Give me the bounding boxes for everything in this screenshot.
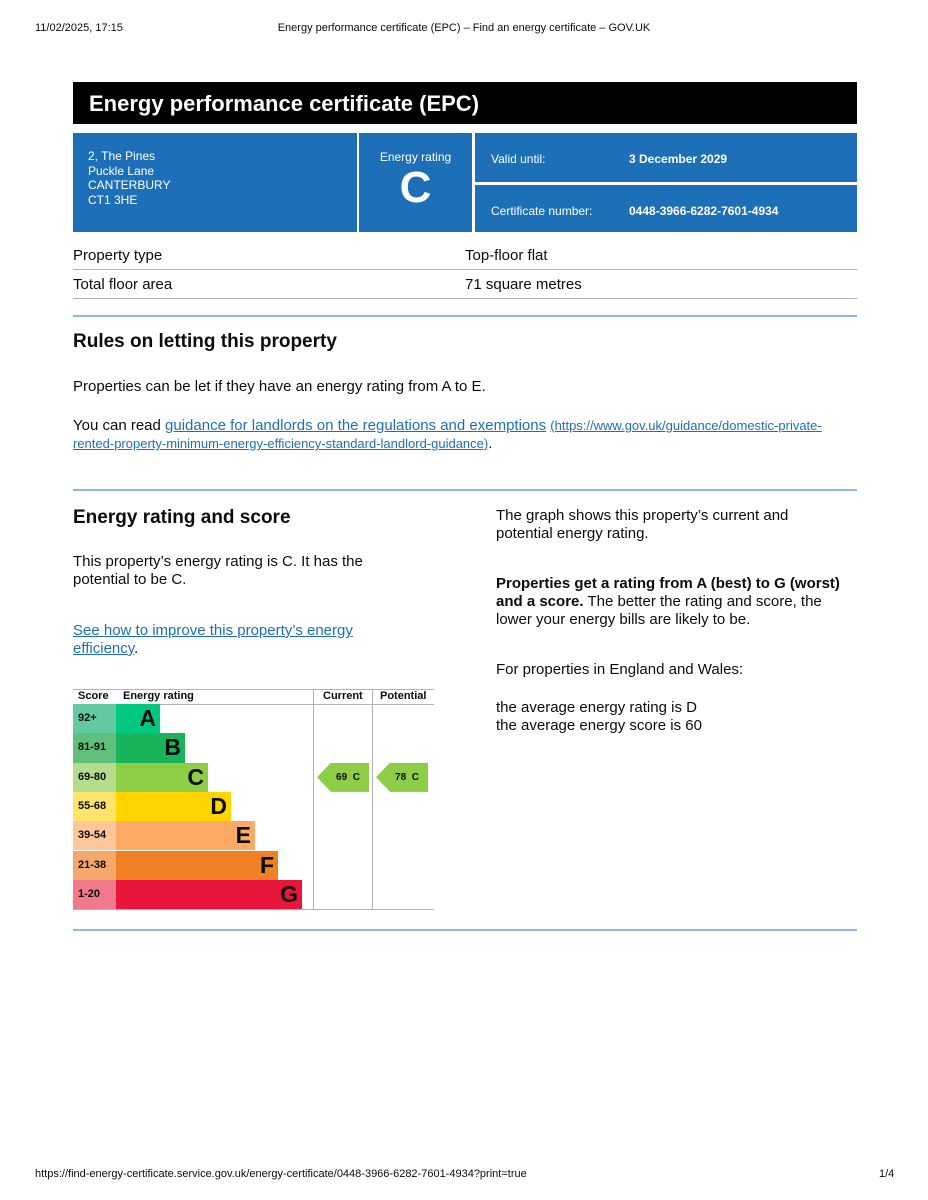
rating-bar-D bbox=[116, 791, 231, 822]
average-rating: the average energy rating is D bbox=[496, 699, 697, 716]
certificate-number: Certificate number: 0448-3966-6282-7601-… bbox=[475, 185, 857, 232]
chart-border bbox=[73, 909, 434, 910]
rating-heading: Energy rating and score bbox=[73, 507, 291, 528]
divider bbox=[73, 489, 857, 491]
energy-rating-box: Energy rating C bbox=[359, 133, 472, 232]
score-label: 39-54 bbox=[78, 829, 107, 842]
average-score: the average energy score is 60 bbox=[496, 717, 702, 734]
chart-border bbox=[73, 704, 434, 705]
improve-paragraph: See how to improve this property’s energ… bbox=[73, 622, 393, 658]
rating-bar-A bbox=[116, 704, 160, 734]
improve-link[interactable]: See how to improve this property’s energ… bbox=[73, 622, 353, 657]
chart-header: Score bbox=[78, 690, 109, 702]
letting-text: Properties can be let if they have an en… bbox=[73, 378, 486, 395]
guidance-url[interactable]: (https://www.gov.uk/guidance/domestic-pr… bbox=[73, 418, 822, 451]
rating-letter: E bbox=[235, 822, 251, 849]
rating-letter: G bbox=[280, 880, 298, 907]
address-line: 2, The Pines bbox=[88, 149, 156, 163]
energy-rating-chart: Score Energy rating Current Potential 92+ A 81… bbox=[73, 689, 434, 910]
chart-border bbox=[73, 689, 434, 690]
score-cell-C bbox=[73, 762, 116, 792]
print-title: Energy performance certificate (EPC) – F… bbox=[277, 22, 651, 34]
score-label: 92+ bbox=[78, 712, 97, 724]
summary-value: 71 square metres bbox=[465, 276, 582, 293]
rating-letter: F bbox=[259, 851, 274, 878]
current-rating-arrow: 69 C bbox=[317, 762, 369, 792]
letting-heading: Rules on letting this property bbox=[73, 331, 337, 352]
address-line: Puckle Lane bbox=[88, 163, 155, 178]
rating-bar-B bbox=[116, 733, 185, 763]
score-label: 55-68 bbox=[78, 799, 107, 812]
rating-letter: A bbox=[139, 705, 156, 731]
graph-description: The graph shows this property’s current … bbox=[496, 507, 789, 542]
score-label: 21-38 bbox=[78, 858, 107, 871]
print-page: 1/4 bbox=[879, 1168, 895, 1180]
score-cell-E bbox=[73, 821, 116, 851]
chart-border bbox=[372, 689, 373, 910]
score-cell-G bbox=[73, 879, 116, 910]
letting-guidance: You can read guidance for landlords on t… bbox=[73, 417, 853, 453]
chart-header: Potential bbox=[380, 690, 427, 702]
print-url: https://find-energy-certificate.service.… bbox=[35, 1168, 527, 1180]
valid-value: 3 December 2029 bbox=[629, 152, 728, 166]
valid-label: Valid until: bbox=[491, 152, 546, 166]
score-cell-D bbox=[73, 791, 116, 822]
chart-header: Energy rating bbox=[123, 690, 194, 702]
chart-border bbox=[313, 689, 314, 910]
rating-bar-F bbox=[116, 850, 278, 880]
rating-text: This property’s energy rating is C. It h… bbox=[73, 553, 363, 588]
text: . bbox=[488, 435, 493, 452]
score-cell-F bbox=[73, 850, 116, 880]
divider bbox=[73, 929, 857, 931]
summary-label: Property type bbox=[73, 247, 163, 264]
divider bbox=[73, 315, 857, 317]
rating-bar-C bbox=[116, 762, 208, 792]
text: You can read bbox=[73, 417, 166, 434]
address-block: 2, The Pines Puckle Lane CANTERBURY CT1 … bbox=[73, 133, 357, 232]
rating-letter: C bbox=[187, 763, 204, 790]
text: . bbox=[134, 640, 139, 657]
valid-until: Valid until: 3 December 2029 bbox=[475, 133, 857, 182]
address-line: CANTERBURY bbox=[88, 178, 171, 192]
summary-value: Top-floor flat bbox=[465, 247, 548, 264]
energy-rating-label: Energy rating bbox=[379, 150, 452, 164]
text: The better the rating and score, the low… bbox=[496, 593, 822, 628]
score-cell-B bbox=[73, 733, 116, 763]
rating-bar-E bbox=[116, 821, 255, 851]
address-line: CT1 3HE bbox=[88, 192, 138, 207]
guidance-link[interactable]: guidance for landlords on the regulation… bbox=[165, 417, 547, 434]
score-label: 81-91 bbox=[78, 741, 107, 754]
rating-explanation: Properties get a rating from A (best) to… bbox=[496, 575, 861, 629]
page-title: Energy performance certificate (EPC) bbox=[73, 82, 857, 124]
score-cell-A bbox=[73, 704, 116, 734]
energy-rating-letter: C bbox=[399, 163, 432, 212]
bold-text: Properties get a rating from A (best) to… bbox=[496, 575, 840, 610]
summary-row: Property type Top-floor flat bbox=[73, 241, 857, 270]
rating-letter: D bbox=[210, 792, 227, 819]
rating-letter: B bbox=[164, 734, 181, 761]
cert-label: Certificate number: bbox=[491, 204, 593, 218]
region-text: For properties in England and Wales: bbox=[496, 661, 744, 678]
chart-header: Current bbox=[323, 690, 363, 702]
print-datetime: 11/02/2025, 17:15 bbox=[35, 22, 123, 34]
cert-value: 0448-3966-6282-7601-4934 bbox=[629, 204, 779, 218]
summary-row: Total floor area 71 square metres bbox=[73, 270, 857, 299]
score-label: 69-80 bbox=[78, 770, 107, 783]
summary-label: Total floor area bbox=[73, 276, 173, 293]
rating-bar-G bbox=[116, 879, 302, 910]
potential-rating-arrow: 78 C bbox=[376, 762, 428, 792]
score-label: 1-20 bbox=[78, 887, 101, 900]
